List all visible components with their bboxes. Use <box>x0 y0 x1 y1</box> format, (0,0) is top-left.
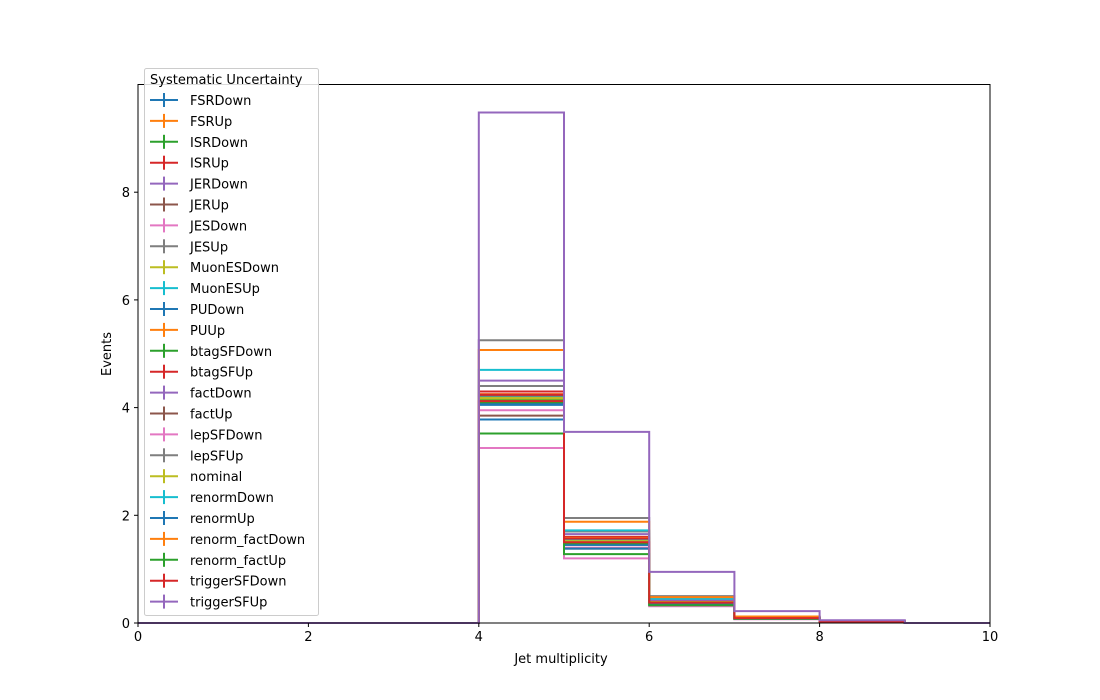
y-tick-label: 8 <box>122 186 130 201</box>
legend-item-MuonESUp: MuonESUp <box>150 281 260 297</box>
legend-item-JERUp: JERUp <box>150 197 229 214</box>
legend-item-renorm_factUp: renorm_factUp <box>150 552 286 569</box>
legend-label: JERDown <box>189 178 248 193</box>
legend-label: MuonESUp <box>190 282 260 297</box>
legend-item-lepSFDown: lepSFDown <box>150 427 262 443</box>
legend-item-PUDown: PUDown <box>150 302 244 318</box>
x-tick-label: 10 <box>982 630 999 645</box>
y-tick-label: 4 <box>122 402 130 417</box>
legend-label: MuonESDown <box>190 261 279 276</box>
legend-item-JESDown: JESDown <box>150 218 247 234</box>
legend-label: ISRUp <box>190 157 229 172</box>
x-tick-label: 4 <box>475 630 483 645</box>
legend-item-factDown: factDown <box>150 385 252 402</box>
legend-label: lepSFUp <box>190 449 243 464</box>
legend-label: nominal <box>190 470 242 485</box>
legend-label: PUDown <box>190 303 244 318</box>
x-axis-label: Jet multiplicity <box>513 652 608 667</box>
legend-item-factUp: factUp <box>150 406 233 423</box>
x-tick-label: 8 <box>815 630 823 645</box>
x-tick-label: 2 <box>304 630 312 645</box>
legend-item-FSRDown: FSRDown <box>150 93 251 109</box>
legend-item-nominal: nominal <box>150 469 242 485</box>
legend-item-PUUp: PUUp <box>150 322 225 339</box>
y-axis-label: Events <box>100 332 115 376</box>
legend-title: Systematic Uncertainty <box>150 73 303 88</box>
legend-item-MuonESDown: MuonESDown <box>150 260 279 276</box>
legend-label: JERUp <box>189 199 229 214</box>
legend-item-renorm_factDown: renorm_factDown <box>150 531 305 548</box>
legend-item-renormDown: renormDown <box>150 490 274 506</box>
plot-frame <box>137 84 991 624</box>
x-tick-label: 0 <box>134 630 142 645</box>
legend-item-ISRDown: ISRDown <box>150 134 248 151</box>
legend-item-btagSFUp: btagSFUp <box>150 364 253 381</box>
legend-label: triggerSFUp <box>190 596 267 611</box>
legend-label: btagSFDown <box>190 345 272 360</box>
legend-label: PUUp <box>190 324 225 339</box>
legend-label: factDown <box>190 387 252 402</box>
legend-label: triggerSFDown <box>190 575 286 590</box>
x-axis: 0 2 4 6 8 10 <box>134 623 998 645</box>
legend-label: renorm_factDown <box>190 533 305 548</box>
legend-label: FSRDown <box>190 94 251 109</box>
legend-item-triggerSFUp: triggerSFUp <box>150 594 267 611</box>
legend-item-ISRUp: ISRUp <box>150 155 229 172</box>
legend: Systematic Uncertainty FSRDown FSRUp ISRDo… <box>144 68 319 616</box>
legend-label: renorm_factUp <box>190 554 286 569</box>
legend-frame <box>144 68 319 616</box>
legend-item-renormUp: renormUp <box>150 511 255 527</box>
y-tick-label: 2 <box>122 509 130 524</box>
legend-item-JESUp: JESUp <box>150 239 228 255</box>
legend-item-btagSFDown: btagSFDown <box>150 343 272 360</box>
legend-item-JERDown: JERDown <box>150 176 248 193</box>
legend-label: factUp <box>190 408 233 423</box>
x-tick-label: 6 <box>645 630 653 645</box>
legend-label: btagSFUp <box>190 366 253 381</box>
legend-label: ISRDown <box>190 136 248 151</box>
legend-item-triggerSFDown: triggerSFDown <box>150 573 286 590</box>
legend-label: lepSFDown <box>190 428 262 443</box>
legend-label: JESDown <box>189 219 247 234</box>
legend-item-FSRUp: FSRUp <box>150 113 232 130</box>
y-tick-label: 0 <box>122 617 130 632</box>
legend-label: renormUp <box>190 512 255 527</box>
y-tick-label: 6 <box>122 294 130 309</box>
legend-label: FSRUp <box>190 115 232 130</box>
legend-label: JESUp <box>189 240 228 255</box>
legend-label: renormDown <box>190 491 274 506</box>
y-axis: 0 2 4 6 8 <box>122 186 138 632</box>
legend-item-lepSFUp: lepSFUp <box>150 448 243 464</box>
